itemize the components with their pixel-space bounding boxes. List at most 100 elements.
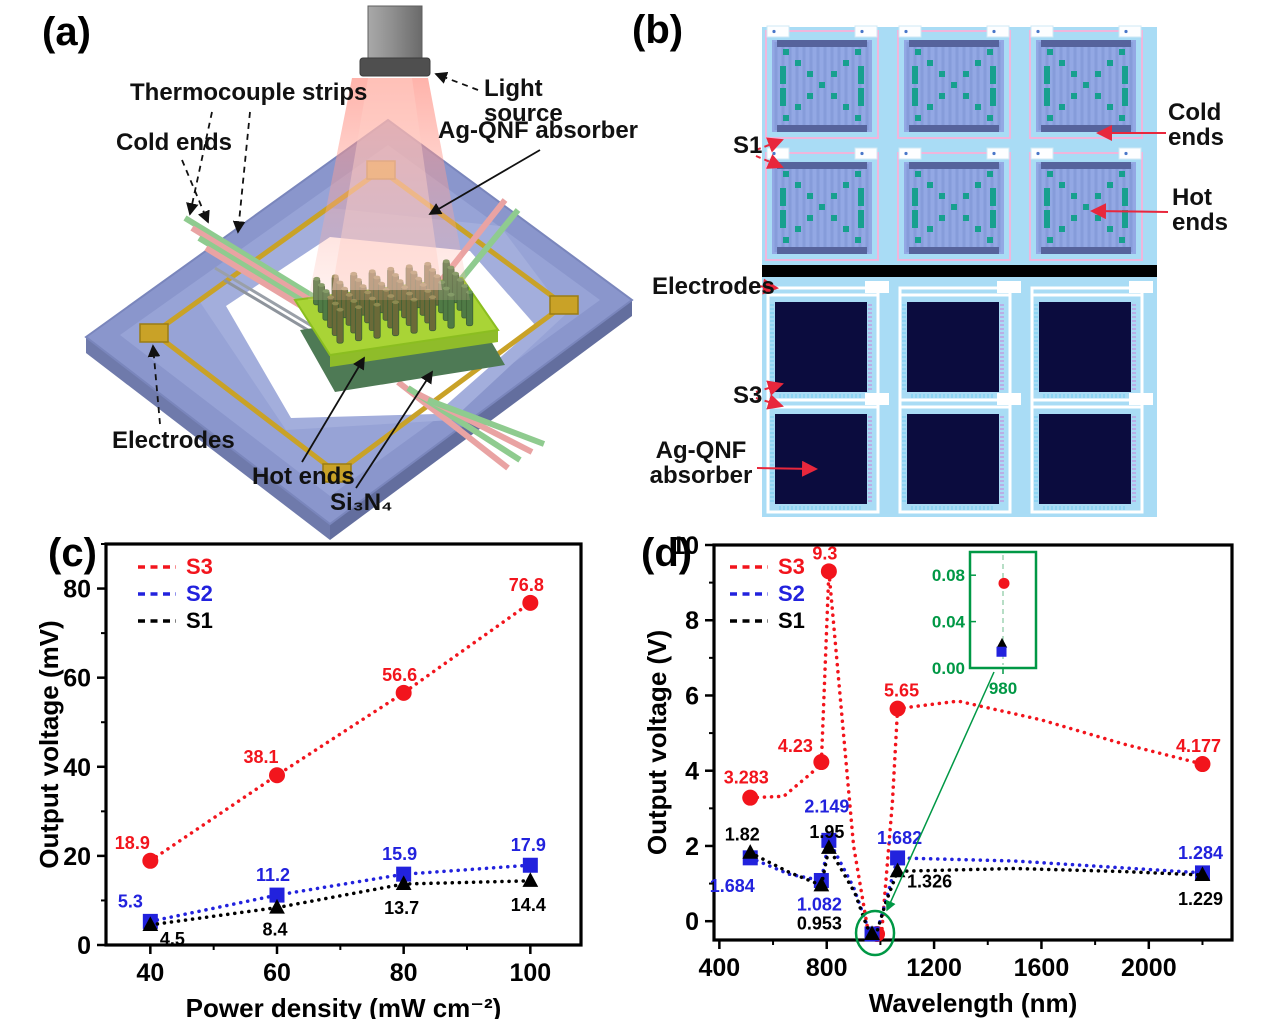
- label-hot-ends-b: Hot ends: [1172, 184, 1229, 237]
- y-axis-title: Output voltage (V): [642, 630, 672, 855]
- data-point: [813, 876, 830, 892]
- data-label: 5.3: [118, 891, 143, 911]
- y-tick-label: 0: [77, 932, 91, 960]
- x-tick-label: 80: [390, 959, 418, 987]
- x-axis-title: Power density (mW cm⁻²): [186, 993, 502, 1019]
- inset-y-tick: 0.04: [932, 613, 966, 632]
- data-label: 0.953: [797, 913, 842, 933]
- data-label: 1.326: [907, 871, 952, 891]
- label-thermocouple-strips: Thermocouple strips: [130, 79, 368, 106]
- data-point: [742, 844, 759, 859]
- absorber-square: [907, 414, 999, 504]
- legend-label: S2: [778, 581, 805, 606]
- label-electrodes-b: Electrodes: [652, 273, 775, 300]
- markers-S1: 4.5 8.4 13.7 14.4: [142, 872, 546, 949]
- data-point: [820, 839, 837, 854]
- data-label: 1.682: [877, 828, 922, 848]
- y-tick-label: 10: [671, 532, 699, 560]
- y-tick-label: 40: [63, 754, 91, 782]
- data-point: [889, 862, 906, 878]
- inset-chart: 0.08 0.04 0.00 980: [885, 550, 1038, 912]
- data-label: 1.284: [1178, 843, 1223, 863]
- label-s1: S1: [733, 132, 763, 159]
- label-s3: S3: [733, 382, 763, 409]
- legend-label: S1: [778, 608, 805, 633]
- dip-highlight-circle: [854, 909, 896, 957]
- label-si3n4: Si₃N₄: [330, 489, 393, 516]
- inset-x-tick: 980: [989, 679, 1017, 698]
- panel-b-tag: (b): [632, 8, 684, 52]
- data-label: 4.177: [1176, 736, 1221, 756]
- data-point: [1194, 756, 1211, 773]
- x-tick-label: 100: [509, 959, 551, 987]
- series-S3: [148, 601, 533, 863]
- x-tick-label: 60: [263, 959, 291, 987]
- device-schematic: [84, 5, 634, 540]
- y-tick-label: 2: [685, 833, 699, 861]
- label-hot-ends-a: Hot ends: [252, 463, 355, 490]
- data-label: 17.9: [511, 835, 546, 855]
- panel-a-tag: (a): [42, 10, 91, 54]
- inset-y-tick: 0.00: [932, 659, 965, 678]
- y-tick-label: 60: [63, 665, 91, 693]
- absorber-square: [907, 302, 999, 392]
- label-absorber-a: Ag-QNF absorber: [438, 117, 639, 144]
- series-S2: [148, 863, 533, 924]
- data-point: [522, 872, 539, 887]
- data-label: 1.082: [797, 894, 842, 914]
- label-electrodes-a: Electrodes: [112, 427, 235, 454]
- data-point: [998, 577, 1010, 589]
- x-tick-label: 40: [136, 959, 164, 987]
- data-point: [395, 684, 412, 701]
- absorber-square: [775, 414, 867, 504]
- chart-output-voltage-vs-power-density: 40 60 80 100 0 20 40 60 80 Power density (mW cm⁻²…: [34, 542, 583, 1019]
- data-point: [522, 857, 538, 873]
- axes: 40 60 80 100 0 20 40 60 80 Power density (mW cm⁻²…: [34, 542, 583, 1019]
- data-label: 8.4: [262, 920, 287, 940]
- markers-S1: 1.82 0.953 1.95 1.326 1.229: [725, 822, 1223, 940]
- absorber-square: [775, 302, 867, 392]
- y-tick-label: 6: [685, 682, 699, 710]
- markers-S3: 18.9 38.1 56.6 76.8: [115, 575, 544, 869]
- data-label: 38.1: [243, 747, 278, 767]
- light-source-body: [367, 5, 423, 63]
- panel-c-tag: (c): [48, 531, 97, 575]
- y-axis-title: Output voltage (mV): [34, 620, 64, 868]
- data-label: 5.65: [884, 681, 919, 701]
- y-tick-label: 80: [63, 576, 91, 604]
- data-point: [820, 563, 837, 580]
- data-label: 1.82: [725, 825, 760, 845]
- micrograph-divider: [762, 265, 1157, 277]
- data-label: 15.9: [382, 844, 417, 864]
- data-label: 18.9: [115, 833, 150, 853]
- absorber-square: [1039, 302, 1131, 392]
- data-label: 11.2: [256, 865, 290, 885]
- data-point: [1194, 866, 1211, 881]
- data-point: [522, 594, 539, 611]
- data-point: [396, 866, 412, 882]
- legend-label: S3: [778, 554, 805, 579]
- label-cold-ends-b: Cold ends: [1168, 99, 1225, 152]
- data-label: 3.283: [724, 768, 769, 788]
- light-source-cap: [359, 57, 431, 77]
- data-label: 1.95: [809, 822, 844, 842]
- data-point: [142, 916, 159, 931]
- data-label: 14.4: [511, 895, 546, 915]
- data-point: [864, 925, 880, 940]
- x-tick-label: 800: [806, 954, 848, 982]
- x-tick-label: 400: [699, 954, 741, 982]
- data-point: [269, 767, 285, 784]
- data-point: [996, 646, 1007, 657]
- absorber-square: [1039, 414, 1131, 504]
- inset-y-tick: 0.08: [932, 566, 965, 585]
- electrode-pad: [549, 295, 579, 315]
- x-tick-label: 2000: [1121, 954, 1177, 982]
- label-absorber-b: Ag-QNF absorber: [649, 437, 753, 490]
- data-label: 2.149: [804, 796, 849, 816]
- x-tick-label: 1600: [1014, 954, 1070, 982]
- axes: 400 800 1200 1600 2000 0 2 4 6 8 10 Wavelength (nm)…: [642, 532, 1234, 1018]
- data-point: [395, 875, 412, 890]
